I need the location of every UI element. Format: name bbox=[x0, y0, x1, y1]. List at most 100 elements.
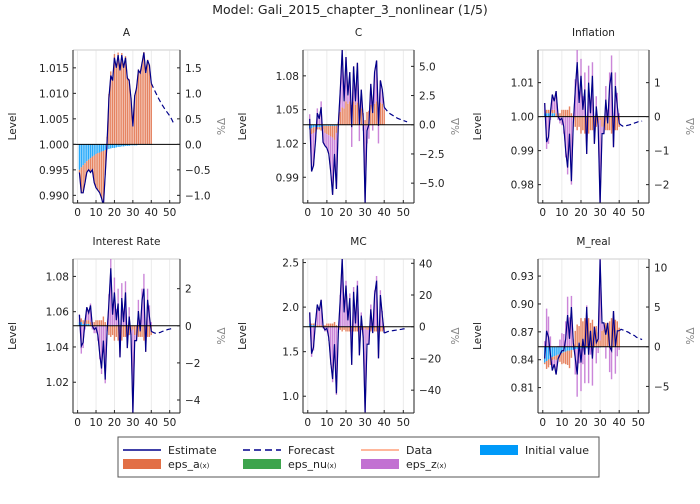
bar-initial bbox=[312, 124, 315, 128]
bar-eps-z bbox=[326, 134, 328, 149]
bar-eps-z bbox=[618, 113, 620, 117]
bar-eps-z bbox=[312, 132, 315, 166]
bar-eps-a bbox=[345, 101, 347, 125]
bar-eps-z bbox=[595, 347, 597, 364]
bar-eps-z bbox=[368, 124, 370, 139]
bar-eps-a bbox=[126, 76, 129, 145]
bar-initial bbox=[113, 144, 116, 148]
bar-eps-z bbox=[99, 325, 101, 360]
bar-eps-z bbox=[591, 347, 594, 386]
y-tick-label-left: 0.87 bbox=[511, 327, 534, 339]
y-tick-label-right: 5 bbox=[654, 302, 661, 314]
bar-eps-a bbox=[320, 127, 322, 131]
bar-eps-a bbox=[555, 355, 557, 361]
bar-initial bbox=[124, 144, 127, 146]
legend-item-data: Data bbox=[361, 444, 432, 457]
bar-eps-z bbox=[333, 139, 336, 154]
bar-initial bbox=[555, 346, 557, 356]
y-tick-label-left: 1.005 bbox=[39, 114, 69, 126]
bar-eps-a bbox=[145, 325, 147, 337]
bar-eps-a bbox=[328, 323, 330, 327]
bar-initial bbox=[78, 144, 81, 170]
bar-eps-a bbox=[329, 323, 332, 327]
bar-eps-a bbox=[141, 62, 143, 145]
bar-eps-a bbox=[104, 322, 106, 326]
forecast-line bbox=[151, 327, 174, 334]
bar-eps-a bbox=[570, 349, 573, 358]
bar-eps-a bbox=[333, 321, 336, 327]
plot-area bbox=[543, 50, 643, 203]
bar-eps-a bbox=[119, 325, 121, 337]
bar-eps-a bbox=[543, 362, 546, 365]
bar-eps-a bbox=[108, 325, 110, 336]
bar-eps-a bbox=[318, 127, 320, 130]
bar-eps-z bbox=[580, 58, 582, 117]
x-tick-label: 30 bbox=[358, 207, 371, 219]
bar-eps-a bbox=[591, 319, 594, 347]
bar-eps-a bbox=[97, 153, 99, 191]
y-tick-label-right: −2 bbox=[654, 180, 669, 192]
bar-initial bbox=[561, 346, 563, 354]
bar-initial bbox=[80, 144, 82, 168]
bar-eps-a bbox=[608, 321, 611, 347]
bar-eps-a bbox=[574, 330, 576, 347]
bar-eps-a bbox=[599, 340, 601, 347]
bar-eps-z bbox=[87, 312, 90, 321]
y-tick-label-right: 0 bbox=[654, 342, 661, 354]
y-tick-label-left: 1.02 bbox=[276, 138, 299, 150]
y-axis-label: Level bbox=[472, 322, 484, 350]
forecast-line bbox=[150, 82, 174, 124]
bar-eps-a bbox=[100, 320, 103, 326]
bar-eps-z bbox=[347, 95, 349, 104]
bar-initial bbox=[318, 124, 320, 128]
bar-eps-a bbox=[576, 324, 578, 347]
bar-eps-a bbox=[117, 325, 119, 341]
bar-eps-z bbox=[578, 92, 580, 117]
bar-initial bbox=[97, 144, 99, 154]
bar-eps-z bbox=[318, 114, 320, 125]
y-tick-label-left: 1.015 bbox=[39, 63, 69, 75]
bar-eps-a bbox=[82, 320, 84, 324]
bar-eps-z bbox=[347, 315, 349, 327]
y-tick-label-left: 1.000 bbox=[39, 139, 69, 151]
estimate-line bbox=[78, 268, 152, 413]
bar-initial bbox=[111, 144, 114, 148]
bar-eps-a bbox=[370, 104, 372, 125]
bar-initial bbox=[108, 144, 110, 149]
bar-initial bbox=[580, 346, 582, 349]
bar-eps-z bbox=[372, 124, 374, 131]
bar-eps-a bbox=[148, 325, 151, 337]
bar-eps-a bbox=[87, 159, 90, 170]
legend-item-eps-a: eps_a(x) bbox=[123, 458, 210, 471]
subplot-inflation: 0 10 20 30 40 50 0.98 0.99 1.00 1.01 −2 −1 0 1 Inflati… bbox=[472, 27, 697, 219]
bar-eps-a bbox=[80, 167, 82, 193]
bar-eps-a bbox=[135, 87, 138, 145]
subplot-title: M_real bbox=[576, 236, 610, 248]
bar-eps-a bbox=[316, 325, 319, 327]
bar-initial bbox=[547, 113, 550, 117]
plot-area bbox=[78, 259, 174, 413]
bar-eps-a bbox=[113, 325, 116, 341]
legend-label-suffix: (x) bbox=[200, 462, 210, 470]
bar-eps-a bbox=[364, 120, 366, 125]
bar-eps-a bbox=[549, 358, 552, 365]
bar-eps-a bbox=[316, 127, 319, 130]
bar-eps-a bbox=[379, 102, 382, 125]
estimate-line bbox=[309, 259, 385, 413]
bar-eps-a bbox=[339, 326, 341, 330]
bar-eps-a bbox=[570, 113, 573, 117]
bar-eps-a bbox=[119, 67, 121, 145]
bar-eps-z bbox=[375, 60, 378, 102]
y-tick-label-left: 1.08 bbox=[276, 71, 299, 83]
y-tick-label-left: 1.04 bbox=[46, 342, 70, 354]
y-tick-label-left: 2.5 bbox=[282, 258, 299, 270]
subplot-title: Interest Rate bbox=[93, 236, 161, 248]
bar-eps-z bbox=[553, 359, 555, 365]
bar-initial bbox=[322, 124, 324, 126]
bar-eps-a bbox=[561, 109, 563, 117]
bar-eps-a bbox=[329, 125, 332, 137]
bar-eps-a bbox=[146, 59, 149, 145]
estimate-line bbox=[544, 259, 620, 375]
x-tick-label: 50 bbox=[163, 417, 176, 429]
bar-eps-a bbox=[102, 150, 105, 203]
